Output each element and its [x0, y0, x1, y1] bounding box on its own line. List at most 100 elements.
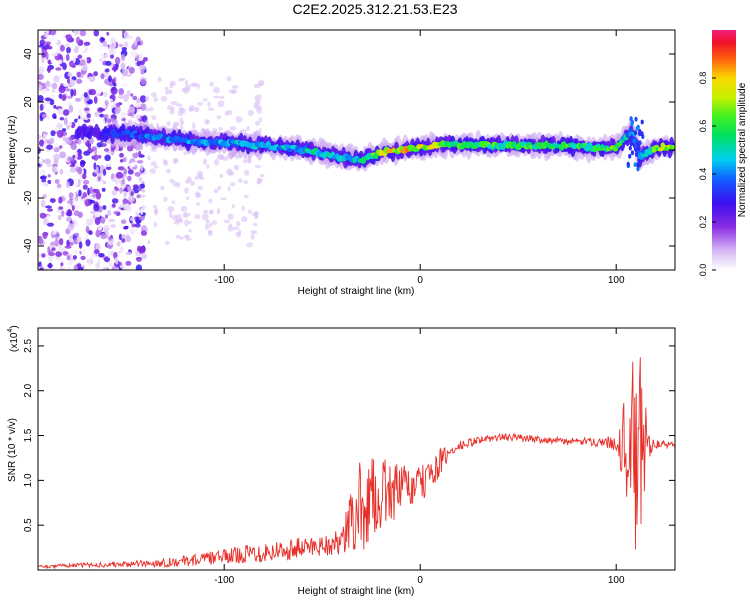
- faint-blob: [246, 126, 250, 132]
- snr-xlabel: Height of straight line (km): [298, 586, 415, 597]
- noise-blob: [78, 189, 82, 197]
- noise-blob: [88, 230, 93, 235]
- noise-blob: [77, 118, 84, 125]
- noise-blob: [73, 232, 80, 237]
- noise-blob: [49, 37, 56, 42]
- noise-blob: [137, 187, 143, 192]
- spike-blob: [637, 158, 641, 164]
- noise-blob: [123, 168, 128, 175]
- noise-blob: [83, 97, 87, 103]
- faint-blob: [184, 219, 189, 227]
- noise-blob: [47, 254, 54, 262]
- noise-blob: [140, 194, 146, 198]
- faint-blob: [204, 119, 210, 125]
- faint-blob: [169, 83, 174, 89]
- noise-blob: [42, 233, 48, 240]
- noise-blob: [132, 184, 139, 189]
- faint-blob: [213, 86, 220, 94]
- spike-blob: [628, 131, 632, 137]
- noise-blob: [93, 96, 98, 104]
- faint-blob: [216, 153, 223, 161]
- faint-blob: [248, 209, 252, 214]
- noise-blob: [117, 252, 124, 257]
- noise-blob: [77, 54, 83, 59]
- faint-blob: [227, 213, 234, 220]
- colorbar-tick-label: 0.4: [698, 168, 708, 181]
- noise-blob: [58, 238, 64, 246]
- faint-blob: [153, 204, 158, 209]
- faint-blob: [233, 164, 240, 171]
- faint-blob: [171, 200, 176, 204]
- noise-blob: [118, 233, 123, 241]
- faint-blob: [255, 120, 260, 126]
- faint-blob: [168, 211, 173, 218]
- noise-blob: [77, 151, 82, 157]
- noise-blob: [49, 249, 53, 253]
- noise-blob: [100, 212, 105, 216]
- noise-blob: [95, 243, 101, 251]
- noise-blob: [127, 169, 134, 175]
- faint-blob: [145, 108, 151, 112]
- x-tick-label: 0: [417, 575, 423, 586]
- snr-frame: [37, 327, 676, 571]
- snr-marks: [38, 357, 675, 570]
- snr-ticks: -100 0 100 0.5 1.0 1.5 2.0 2.5: [23, 328, 675, 586]
- faint-blob: [243, 169, 250, 176]
- noise-blob: [111, 265, 118, 270]
- noise-blob: [109, 44, 115, 50]
- noise-blob: [74, 202, 81, 210]
- faint-blob: [180, 121, 184, 125]
- noise-blob: [60, 258, 65, 263]
- noise-blob: [83, 41, 89, 46]
- noise-blob: [69, 235, 74, 239]
- faint-blob: [180, 77, 186, 81]
- faint-blob: [147, 240, 151, 245]
- noise-blob: [117, 166, 125, 171]
- noise-blob: [119, 204, 124, 209]
- noise-blob: [90, 42, 95, 51]
- noise-blob: [47, 208, 53, 212]
- snr-panel: -100 0 100 0.5 1.0 1.5 2.0 2.5 Height of straig…: [7, 325, 676, 597]
- noise-blob: [121, 179, 125, 185]
- noise-blob: [86, 196, 94, 200]
- noise-blob: [79, 30, 87, 37]
- noise-blob: [108, 237, 112, 241]
- spike-blob: [630, 150, 635, 156]
- colorbar-ticks: 0.0 0.2 0.4 0.6 0.8: [698, 72, 716, 276]
- faint-blob: [260, 173, 265, 178]
- noise-blob: [113, 82, 117, 87]
- noise-blob: [101, 37, 105, 42]
- noise-blob: [130, 216, 135, 222]
- noise-blob: [100, 233, 107, 240]
- faint-blob: [167, 205, 175, 213]
- noise-blob: [73, 210, 80, 217]
- faint-blob: [226, 76, 232, 82]
- faint-blob: [241, 205, 245, 211]
- noise-blob: [123, 94, 129, 102]
- noise-blob: [58, 196, 63, 204]
- snr-ylabel: SNR (10 * v/v): [7, 418, 18, 482]
- y-tick-label: 1.5: [23, 428, 34, 442]
- faint-blob: [154, 165, 159, 169]
- noise-blob: [94, 211, 102, 218]
- noise-blob: [121, 53, 126, 62]
- noise-blob: [56, 129, 64, 138]
- noise-blob: [38, 267, 44, 270]
- faint-blob: [160, 95, 168, 102]
- noise-blob: [126, 90, 131, 97]
- spike-blob: [630, 121, 634, 127]
- noise-blob: [40, 88, 48, 94]
- noise-blob: [53, 105, 57, 109]
- faint-blob: [192, 122, 196, 129]
- noise-blob: [76, 138, 82, 145]
- faint-blob: [230, 182, 236, 187]
- faint-blob: [174, 220, 180, 225]
- faint-blob: [163, 196, 168, 202]
- x-tick-label: 100: [608, 275, 625, 286]
- spike-blob: [640, 119, 644, 125]
- noise-blob: [107, 118, 112, 124]
- noise-blob: [88, 199, 96, 204]
- faint-blob: [194, 175, 198, 181]
- noise-blob: [67, 95, 73, 100]
- noise-blob: [102, 40, 108, 47]
